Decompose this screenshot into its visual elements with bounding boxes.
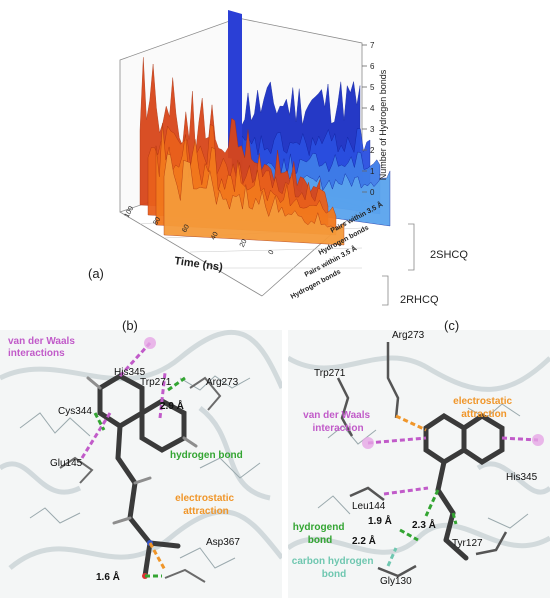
x-tick-label: 40 [210, 231, 220, 241]
x-axis: 100 80 60 40 20 0 [124, 205, 276, 256]
label-electrostatic-line2: attraction [183, 506, 229, 517]
protein-ribbons [0, 329, 285, 570]
residue-trp271: Trp271 [140, 377, 172, 388]
residue-his345: His345 [506, 472, 538, 483]
z-tick-label: 2 [370, 146, 375, 155]
label-vdw-line2: interactions [8, 348, 65, 359]
z-tick-label: 7 [370, 41, 375, 50]
label-electrostatic-line1: electrostatic [175, 493, 234, 504]
residue-leu144: Leu144 [352, 501, 386, 512]
residue-tyr127: Tyr127 [452, 538, 483, 549]
protein-ribbons [286, 355, 550, 555]
residue-glu145: Glu145 [50, 458, 83, 469]
residue-asp367: Asp367 [206, 537, 240, 548]
panel-c-molecular-view: (c) Arg273 Trp271 van der Waals interact… [286, 318, 550, 598]
z-tick-label: 5 [370, 83, 375, 92]
panel-a-label: (a) [88, 266, 104, 281]
z-axis: 0 1 2 3 4 5 6 7 [362, 41, 375, 197]
electrostatic-interactions [395, 414, 427, 432]
residue-arg273: Arg273 [392, 330, 425, 341]
residue-gly130: Gly130 [380, 576, 412, 587]
electrostatic-interactions [148, 542, 167, 571]
distance-1-9: 1.9 Å [368, 514, 392, 527]
group-label-2shcq: 2SHCQ [430, 249, 468, 261]
hbond-interactions [93, 376, 186, 578]
distance-2-2: 2.2 Å [352, 534, 376, 547]
z-tick-label: 1 [370, 167, 375, 176]
residue-trp271: Trp271 [314, 368, 346, 379]
label-vdw-line1: van der Waals [303, 410, 370, 421]
z-tick-label: 3 [370, 125, 375, 134]
label-electrostatic: electrostatic attraction [453, 396, 515, 420]
residue-his345: His345 [114, 367, 146, 378]
panel-a-3d-chart: 0 1 2 3 4 5 6 7 Number of Hydrogen bonds 100 80 6… [88, 10, 468, 306]
x-tick-label: 60 [181, 223, 191, 233]
distance-1-6: 1.6 Å [96, 570, 120, 583]
protein-wires [19, 375, 261, 569]
series-2rhcq-surface [139, 57, 345, 246]
label-electrostatic-line1: electrostatic [453, 396, 512, 407]
vdw-interactions [367, 436, 539, 496]
panel-c-svg: (c) Arg273 Trp271 van der Waals interact… [286, 318, 550, 598]
panel-b-label: (b) [122, 318, 138, 333]
hbond-interactions [399, 489, 458, 542]
z-tick-label: 6 [370, 62, 375, 71]
vdw-sphere-2 [532, 434, 544, 446]
vdw-sphere-1 [362, 437, 374, 449]
z-tick-label: 0 [370, 188, 375, 197]
x-axis-title: Time (ns) [174, 255, 224, 274]
label-hydrogen-bond: hydrogend bond [293, 522, 347, 546]
group-label-2rhcq: 2RHCQ [400, 294, 439, 306]
label-carbon-hbond: carbon hydrogen bond [292, 556, 376, 580]
vdw-sphere [144, 337, 156, 349]
panel-c-background [288, 330, 550, 598]
carbon-hbond-interactions [386, 547, 398, 567]
z-tick-label: 4 [370, 104, 375, 113]
label-vdw-line1: van der Waals [8, 336, 75, 347]
label-chbond-line1: carbon hydrogen [292, 556, 374, 567]
panel-a-svg: 0 1 2 3 4 5 6 7 Number of Hydrogen bonds 100 80 6… [88, 10, 468, 306]
group-brackets [382, 223, 415, 306]
surface-2rhcq-layer [163, 153, 345, 246]
label-chbond-line2: bond [322, 569, 346, 580]
distance-2-9: 2.9 Å [160, 399, 184, 412]
label-electrostatic: electrostatic attraction [175, 493, 237, 517]
label-hbond-line1: hydrogend [293, 522, 345, 533]
z-axis-title: Number of Hydrogen bonds [378, 69, 388, 180]
residue-sticks [336, 342, 508, 578]
ligand-structure [423, 413, 505, 561]
panel-c-label: (c) [444, 318, 459, 333]
panel-b-molecular-view: (b) van der Waals interactions His345 Tr… [0, 318, 285, 598]
panel-b-svg: (b) van der Waals interactions His345 Tr… [0, 318, 285, 598]
label-hbond-line2: bond [308, 535, 332, 546]
label-electrostatic-line2: attraction [461, 409, 507, 420]
label-vdw-line2: interaction [312, 423, 363, 434]
distance-2-3: 2.3 Å [412, 518, 436, 531]
label-hydrogen-bond: hydrogen bond [170, 450, 243, 461]
ligand-hydrogens [86, 376, 198, 525]
residue-cys344: Cys344 [58, 406, 92, 417]
vdw-interactions [80, 341, 167, 459]
label-vdw: van der Waals interaction [303, 410, 373, 434]
x-tick-label: 80 [152, 216, 162, 226]
label-vdw: van der Waals interactions [8, 336, 78, 359]
x-tick-label: 0 [268, 249, 276, 256]
residue-sticks [59, 376, 222, 583]
residue-arg273: Arg273 [206, 377, 239, 388]
x-tick-label: 100 [124, 205, 136, 219]
x-tick-label: 20 [239, 238, 249, 248]
